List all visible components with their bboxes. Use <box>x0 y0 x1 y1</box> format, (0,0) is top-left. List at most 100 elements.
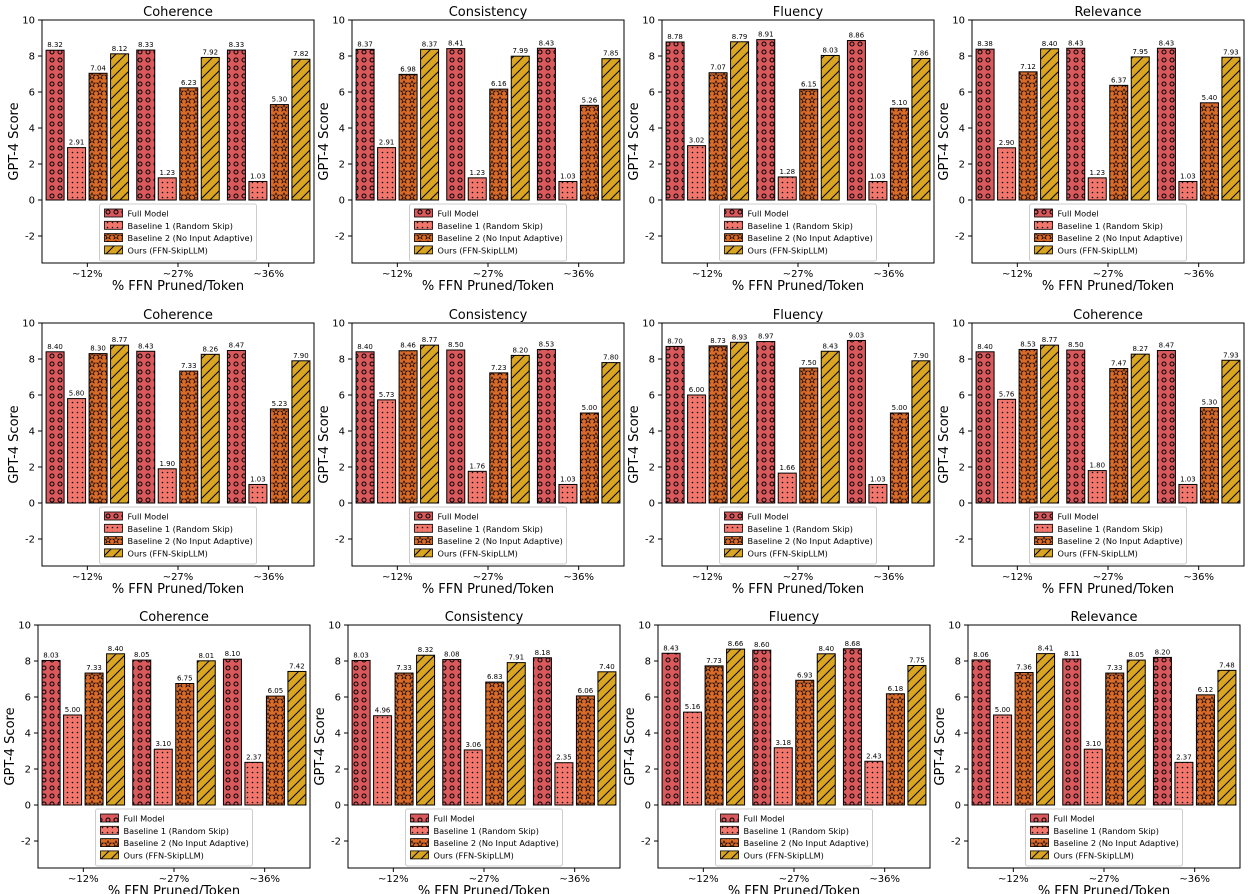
x-tick-label: ~27% <box>783 572 814 583</box>
y-tick-label: 10 <box>328 621 341 632</box>
bar-hatch <box>777 472 797 504</box>
y-tick-label: 4 <box>335 729 341 740</box>
legend-swatch-hatch <box>1030 825 1049 835</box>
bar-hatch <box>84 672 104 806</box>
y-tick-label: 6 <box>335 693 341 704</box>
x-axis-label: % FFN Pruned/Token <box>732 279 864 294</box>
legend-swatch-baseline1 <box>414 523 433 533</box>
legend-swatch-hatch <box>1030 850 1049 860</box>
data-label: 8.26 <box>202 345 218 353</box>
data-label: 7.36 <box>1016 664 1032 672</box>
data-label: 1.03 <box>870 172 886 180</box>
bar-full-model-1 <box>975 351 995 504</box>
bar-baseline2-2 <box>1109 84 1129 201</box>
bar-hatch <box>506 662 526 806</box>
bar-full-model-2 <box>752 649 772 806</box>
bar-ours-2 <box>820 350 840 504</box>
data-label: 8.60 <box>754 641 770 649</box>
y-tick-label: 4 <box>339 124 345 135</box>
legend-swatch-baseline2 <box>410 838 429 847</box>
x-tick-label: ~36% <box>1183 572 1214 583</box>
legend-swatch-hatch <box>1034 245 1053 255</box>
data-label: 7.07 <box>710 64 726 72</box>
data-label: 8.20 <box>512 346 528 354</box>
legend-label-ours: Ours (FFN-SkipLLM) <box>1058 245 1138 255</box>
chart-panel-9: -2 0 2 4 6 8 10 8.03 5.00 7.33 8.40 ~12% 8.05 3.10 6.7… <box>3 610 311 894</box>
legend-swatch-baseline1 <box>1034 523 1053 533</box>
data-label: 1.23 <box>159 169 175 177</box>
legend-swatch-hatch <box>724 220 743 230</box>
legend-label-full-model: Full Model <box>124 814 165 824</box>
bar-full-model-3 <box>226 49 246 201</box>
bar-hatch <box>1221 359 1241 504</box>
bar-hatch <box>442 659 462 806</box>
y-tick-label: 8 <box>339 52 345 63</box>
bar-baseline2-3 <box>885 693 905 806</box>
data-label: 6.23 <box>181 79 197 87</box>
bar-ours-2 <box>510 354 530 504</box>
bar-hatch <box>420 344 440 504</box>
bar-hatch <box>226 350 246 504</box>
bar-baseline2-3 <box>579 412 599 504</box>
bar-hatch <box>200 353 220 504</box>
data-label: 6.18 <box>888 685 904 693</box>
chart-title: Relevance <box>1074 5 1141 20</box>
x-tick-label: ~36% <box>873 269 904 280</box>
bar-hatch <box>226 49 246 201</box>
y-tick-label: 10 <box>642 16 655 27</box>
bar-baseline1-2 <box>773 747 793 806</box>
y-tick-label: -2 <box>335 535 345 546</box>
y-tick-label: 4 <box>29 427 35 438</box>
data-label: 8.43 <box>138 342 154 350</box>
bar-hatch <box>41 659 61 806</box>
bar-ours-3 <box>597 671 617 806</box>
data-label: 6.16 <box>491 80 507 88</box>
y-tick-label: 0 <box>645 801 651 812</box>
bar-baseline1-2 <box>467 470 487 504</box>
y-tick-label: 10 <box>332 319 345 330</box>
y-tick-label: 6 <box>959 391 965 402</box>
bar-ours-1 <box>420 48 440 201</box>
data-label: 1.03 <box>250 475 266 483</box>
legend-label-baseline1: Baseline 1 (Random Skip) <box>744 826 849 836</box>
bar-hatch <box>489 88 509 201</box>
bar-hatch <box>997 147 1017 201</box>
bar-full-model-3 <box>532 657 552 806</box>
legend-swatch-hatch <box>100 813 119 823</box>
legend-label-full-model: Full Model <box>128 512 169 522</box>
y-tick-label: 2 <box>959 463 965 474</box>
data-label: 5.00 <box>582 404 598 412</box>
bar-baseline2-1 <box>704 665 724 806</box>
bar-ours-2 <box>820 54 840 201</box>
legend-swatch-baseline2 <box>414 233 433 243</box>
bar-baseline2-3 <box>1199 407 1219 504</box>
legend-box <box>1029 203 1187 262</box>
bar-hatch <box>416 654 436 806</box>
bar-baseline1-1 <box>683 711 703 806</box>
data-label: 8.40 <box>357 343 373 351</box>
legend-swatch-hatch <box>724 523 743 533</box>
data-label: 7.33 <box>86 664 102 672</box>
legend-box <box>715 808 873 867</box>
bar-full-model-3 <box>842 648 862 806</box>
bar-full-model-2 <box>446 349 466 504</box>
bar-ours-1 <box>110 53 130 201</box>
bar-baseline1-3 <box>248 483 268 504</box>
legend-swatch-baseline2 <box>724 536 743 545</box>
bar-ours-2 <box>510 55 530 201</box>
x-axis-label: % FFN Pruned/Token <box>732 582 864 597</box>
legend-label-ours: Ours (FFN-SkipLLM) <box>438 245 518 255</box>
data-label: 1.80 <box>1089 462 1105 470</box>
data-label: 7.93 <box>1223 351 1239 359</box>
bar-baseline2-1 <box>394 672 414 806</box>
legend-swatch-hatch <box>414 548 433 558</box>
x-tick-label: ~12% <box>998 874 1029 885</box>
legend-swatch-ours <box>1034 245 1053 255</box>
bar-full-model-3 <box>846 40 866 201</box>
legend-label-ours: Ours (FFN-SkipLLM) <box>124 850 204 860</box>
legend-label-ours: Ours (FFN-SkipLLM) <box>748 245 828 255</box>
data-label: 1.76 <box>469 462 485 470</box>
chart-panel-10: -2 0 2 4 6 8 10 8.03 4.96 7.33 8.32 ~12% 8.08 3.06 6.8… <box>313 610 621 894</box>
chart-title: Coherence <box>143 308 213 323</box>
legend-swatch-hatch <box>410 850 429 860</box>
